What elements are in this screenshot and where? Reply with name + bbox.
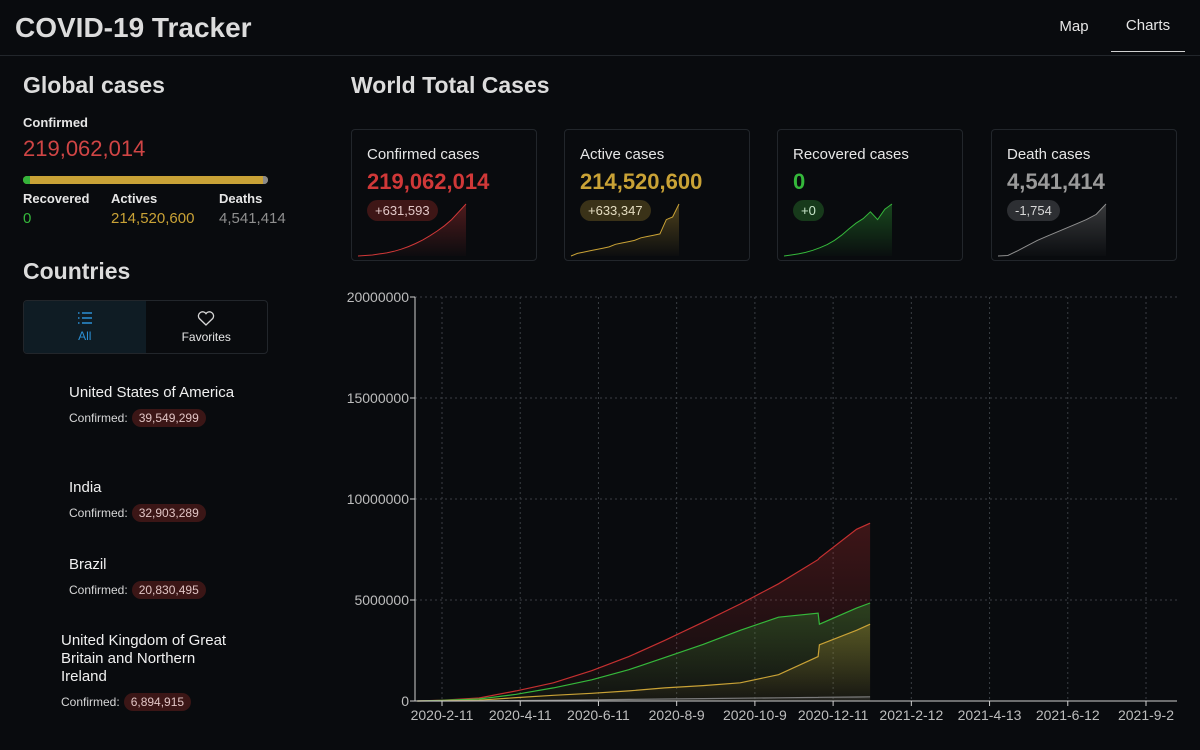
global-confirmed-value: 219,062,014 bbox=[23, 136, 146, 161]
card-active: Active cases 214,520,600 +633,347 bbox=[564, 129, 750, 261]
stat-deaths-value: 4,541,414 bbox=[219, 210, 286, 227]
stat-recovered-value: 0 bbox=[23, 210, 32, 227]
x-tick-label: 2021-6-12 bbox=[1036, 707, 1100, 723]
stat-recovered: Recovered 0 bbox=[23, 191, 89, 227]
country-confirmed-label: Confirmed: bbox=[69, 411, 128, 425]
progress-deaths bbox=[263, 176, 268, 184]
card-recovered-delta: +0 bbox=[793, 200, 824, 221]
tab-favorites-label: Favorites bbox=[181, 329, 231, 344]
x-tick-label: 2020-4-11 bbox=[489, 707, 552, 723]
card-recovered: Recovered cases 0 +0 bbox=[777, 129, 963, 261]
x-tick-label: 2020-8-9 bbox=[649, 707, 705, 723]
confirmed-sparkline-line bbox=[357, 203, 467, 257]
app-title: COVID-19 Tracker bbox=[15, 12, 252, 43]
y-tick-label: 5000000 bbox=[354, 592, 409, 608]
x-tick-label: 2020-6-11 bbox=[567, 707, 630, 723]
global-cases-progress bbox=[23, 176, 268, 184]
recovered-sparkline bbox=[783, 203, 893, 257]
deaths-sparkline-line bbox=[997, 203, 1107, 257]
list-icon bbox=[77, 312, 92, 324]
card-deaths-value: 4,541,414 bbox=[1007, 169, 1105, 194]
nav-map[interactable]: Map bbox=[1059, 17, 1089, 35]
stat-actives-value: 214,520,600 bbox=[111, 210, 195, 227]
card-active-delta: +633,347 bbox=[580, 200, 651, 221]
confirmed-sparkline bbox=[357, 203, 467, 257]
country-confirmed-label: Confirmed: bbox=[61, 695, 120, 709]
country-filter-tabs: All Favorites bbox=[23, 300, 268, 354]
confirmed-sparkline-area bbox=[358, 204, 466, 256]
global-cases-title: Global cases bbox=[23, 72, 165, 98]
active-series-line bbox=[417, 623, 871, 702]
card-deaths-delta: -1,754 bbox=[1007, 200, 1060, 221]
deaths-sparkline bbox=[997, 203, 1107, 257]
countries-title: Countries bbox=[23, 258, 131, 284]
y-tick-label: 10000000 bbox=[347, 491, 410, 507]
y-tick-label: 20000000 bbox=[347, 289, 410, 305]
country-item[interactable]: Brazil Confirmed: 20,830,495 bbox=[69, 556, 239, 599]
recovered-area bbox=[417, 603, 871, 701]
x-tick-label: 2020-10-9 bbox=[723, 707, 787, 723]
country-name: United States of America bbox=[69, 384, 235, 401]
chart-axes: 2020-2-11 2020-4-11 2020-6-11 2020-8-9 2020-… bbox=[347, 289, 1177, 723]
progress-recovered bbox=[23, 176, 31, 184]
top-nav: Map Charts bbox=[1037, 0, 1185, 56]
stat-actives-label: Actives bbox=[111, 191, 158, 206]
country-confirmed-badge: 20,830,495 bbox=[131, 581, 206, 599]
active-sparkline-line bbox=[570, 203, 680, 257]
tab-favorites[interactable]: Favorites bbox=[146, 301, 268, 353]
active-sparkline bbox=[570, 203, 680, 257]
x-tick-label: 2021-2-12 bbox=[879, 707, 943, 723]
confirmed-series-line bbox=[417, 522, 871, 702]
stat-deaths: Deaths 4,541,414 bbox=[219, 191, 286, 227]
world-cases-chart: 2020-2-11 2020-4-11 2020-6-11 2020-8-9 2020-… bbox=[347, 289, 1177, 723]
nav-charts[interactable]: Charts bbox=[1111, 0, 1185, 52]
active-area bbox=[417, 624, 871, 701]
global-confirmed-label: Confirmed bbox=[23, 115, 88, 130]
deaths-sparkline-area bbox=[998, 204, 1106, 256]
x-tick-label: 2020-12-11 bbox=[798, 707, 869, 723]
card-recovered-title: Recovered cases bbox=[793, 146, 909, 163]
country-confirmed-badge: 39,549,299 bbox=[131, 409, 206, 427]
country-confirmed-badge: 6,894,915 bbox=[123, 693, 192, 711]
y-tick-label: 0 bbox=[401, 693, 409, 709]
x-tick-label: 2021-4-13 bbox=[958, 707, 1022, 723]
x-tick-label: 2021-9-2 bbox=[1118, 707, 1174, 723]
card-active-value: 214,520,600 bbox=[580, 169, 703, 194]
stat-actives: Actives 214,520,600 bbox=[111, 191, 194, 227]
sidebar: Global cases Confirmed 219,062,014 Recov… bbox=[23, 56, 293, 750]
card-recovered-value: 0 bbox=[793, 169, 806, 194]
card-deaths: Death cases 4,541,414 -1,754 bbox=[991, 129, 1177, 261]
country-name: Brazil bbox=[69, 556, 107, 573]
recovered-sparkline-line bbox=[783, 203, 893, 257]
world-total-title: World Total Cases bbox=[351, 72, 550, 98]
country-confirmed-label: Confirmed: bbox=[69, 583, 128, 597]
country-item[interactable]: United Kingdom of Great Britain and Nort… bbox=[61, 632, 231, 711]
tab-all[interactable]: All bbox=[24, 301, 146, 353]
progress-active bbox=[30, 176, 264, 184]
x-tick-label: 2020-2-11 bbox=[411, 707, 474, 723]
y-tick-label: 15000000 bbox=[347, 390, 410, 406]
country-name: United Kingdom of Great Britain and Nort… bbox=[61, 632, 227, 685]
country-item[interactable]: India Confirmed: 32,903,289 bbox=[69, 479, 239, 522]
card-confirmed-title: Confirmed cases bbox=[367, 146, 480, 163]
heart-icon bbox=[198, 310, 215, 326]
card-confirmed-value: 219,062,014 bbox=[367, 169, 490, 194]
country-confirmed-badge: 32,903,289 bbox=[131, 504, 206, 522]
app-header: COVID-19 Tracker Map Charts bbox=[0, 0, 1200, 56]
card-deaths-title: Death cases bbox=[1007, 146, 1091, 163]
card-confirmed-delta: +631,593 bbox=[367, 200, 438, 221]
active-sparkline-area bbox=[571, 204, 679, 256]
country-name: India bbox=[69, 479, 102, 496]
country-item[interactable]: United States of America Confirmed: 39,54… bbox=[69, 384, 239, 427]
tab-all-label: All bbox=[78, 329, 92, 343]
deaths-area bbox=[417, 696, 871, 701]
card-confirmed: Confirmed cases 219,062,014 +631,593 bbox=[351, 129, 537, 261]
country-confirmed-label: Confirmed: bbox=[69, 506, 128, 520]
card-active-title: Active cases bbox=[580, 146, 665, 163]
chart-grid bbox=[415, 296, 1177, 701]
chart-areas bbox=[417, 523, 871, 701]
stat-recovered-label: Recovered bbox=[23, 191, 90, 206]
recovered-series-line bbox=[417, 602, 871, 702]
stat-deaths-label: Deaths bbox=[219, 191, 263, 206]
